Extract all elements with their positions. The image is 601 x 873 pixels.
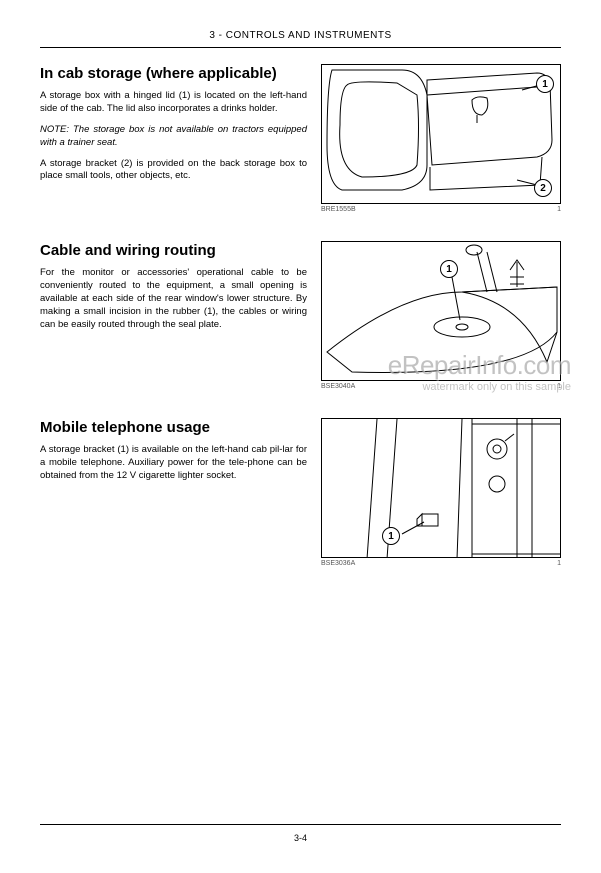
caption-num: 1 bbox=[557, 383, 561, 390]
callout-2: 2 bbox=[534, 179, 552, 197]
callout-1: 1 bbox=[382, 527, 400, 545]
paragraph: For the monitor or accessories' operatio… bbox=[40, 267, 307, 331]
paragraph: A storage box with a hinged lid (1) is l… bbox=[40, 90, 307, 116]
caption-code: BSE3036A bbox=[321, 560, 355, 567]
section-in-cab-storage: In cab storage (where applicable) A stor… bbox=[40, 64, 561, 213]
storage-illustration bbox=[322, 65, 561, 204]
figure-mobile-phone: 1 bbox=[321, 418, 561, 558]
callout-1: 1 bbox=[536, 75, 554, 93]
figure-storage-box: 1 2 bbox=[321, 64, 561, 204]
paragraph: A storage bracket (1) is available on th… bbox=[40, 444, 307, 482]
caption-num: 1 bbox=[557, 206, 561, 213]
section-title: Cable and wiring routing bbox=[40, 241, 307, 261]
section-mobile-telephone: Mobile telephone usage A storage bracket… bbox=[40, 418, 561, 567]
chapter-header: 3 - CONTROLS AND INSTRUMENTS bbox=[40, 30, 561, 48]
paragraph: A storage bracket (2) is provided on the… bbox=[40, 158, 307, 184]
mobile-illustration bbox=[322, 419, 561, 558]
figure-caption: BSE3040A 1 bbox=[321, 383, 561, 390]
footer-rule bbox=[40, 824, 561, 825]
section-title: In cab storage (where applicable) bbox=[40, 64, 307, 84]
note-paragraph: NOTE: The storage box is not available o… bbox=[40, 124, 307, 150]
figure-caption: BRE1555B 1 bbox=[321, 206, 561, 213]
caption-num: 1 bbox=[557, 560, 561, 567]
caption-code: BRE1555B bbox=[321, 206, 356, 213]
figure-cable-routing: 1 bbox=[321, 241, 561, 381]
caption-code: BSE3040A bbox=[321, 383, 355, 390]
section-cable-routing: Cable and wiring routing For the monitor… bbox=[40, 241, 561, 390]
page-number: 3-4 bbox=[0, 833, 601, 843]
figure-caption: BSE3036A 1 bbox=[321, 560, 561, 567]
section-title: Mobile telephone usage bbox=[40, 418, 307, 438]
callout-1: 1 bbox=[440, 260, 458, 278]
